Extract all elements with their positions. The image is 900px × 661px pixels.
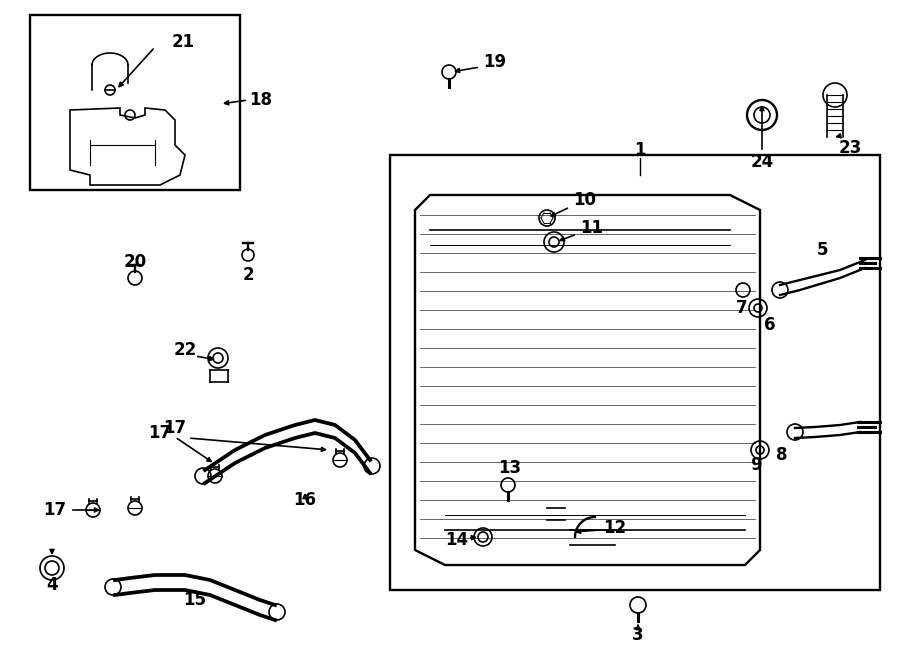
Text: 20: 20 (123, 253, 147, 271)
Text: 24: 24 (751, 153, 774, 171)
Text: 12: 12 (603, 519, 626, 537)
Text: 15: 15 (184, 591, 206, 609)
Text: 13: 13 (499, 459, 522, 477)
Text: 2: 2 (242, 266, 254, 284)
Bar (390, 155, 880, 590)
Text: 21: 21 (171, 33, 194, 51)
Text: 23: 23 (839, 139, 861, 157)
Text: 17: 17 (164, 419, 186, 437)
Text: 11: 11 (580, 219, 604, 237)
Text: 3: 3 (632, 626, 644, 644)
Text: 4: 4 (46, 576, 58, 594)
Text: 14: 14 (446, 531, 469, 549)
Text: 17: 17 (43, 501, 67, 519)
Text: 7: 7 (736, 299, 748, 317)
Text: 22: 22 (174, 341, 196, 359)
Bar (30, 15, 240, 190)
Text: 9: 9 (751, 456, 761, 474)
Text: 17: 17 (148, 424, 172, 442)
Text: 8: 8 (776, 446, 788, 464)
Text: 19: 19 (483, 53, 507, 71)
Text: 1: 1 (634, 141, 646, 159)
Text: 5: 5 (816, 241, 828, 259)
Text: 18: 18 (249, 91, 273, 109)
Text: 6: 6 (764, 316, 776, 334)
Text: 16: 16 (293, 491, 317, 509)
Text: 10: 10 (573, 191, 597, 209)
